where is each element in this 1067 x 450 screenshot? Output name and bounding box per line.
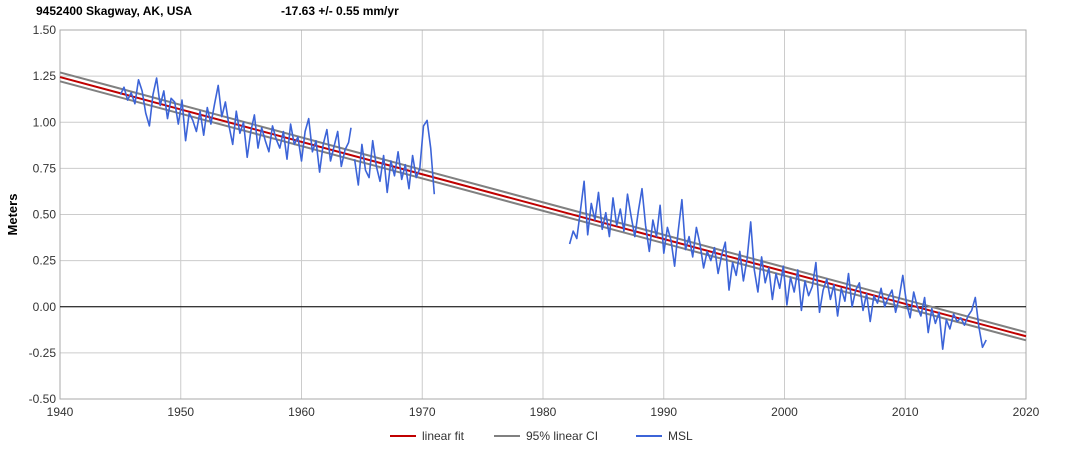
- y-tick-label: 1.25: [33, 69, 57, 83]
- x-tick-label: 2020: [1013, 405, 1040, 419]
- linear-fit-line: [59, 76, 1027, 338]
- legend-label: 95% linear CI: [526, 429, 598, 443]
- y-axis-label: Meters: [5, 194, 20, 236]
- x-tick-label: 1980: [530, 405, 557, 419]
- x-tick-label: 1950: [167, 405, 194, 419]
- y-tick-label: 0.00: [33, 300, 57, 314]
- x-tick-label: 1970: [409, 405, 436, 419]
- x-tick-label: 2000: [771, 405, 798, 419]
- x-tick-label: 1990: [650, 405, 677, 419]
- legend-label: MSL: [668, 429, 693, 443]
- y-tick-label: -0.25: [29, 346, 57, 360]
- plot-frame: [59, 29, 1027, 400]
- station-title: 9452400 Skagway, AK, USA: [36, 4, 193, 18]
- y-tick-label: 0.50: [33, 208, 57, 222]
- msl-series-line: [353, 119, 436, 195]
- chart-header: 9452400 Skagway, AK, USA -17.63 +/- 0.55…: [36, 4, 399, 24]
- y-tick-label: 1.50: [33, 23, 57, 37]
- x-tick-label: 1960: [288, 405, 315, 419]
- y-tick-label: 0.25: [33, 254, 57, 268]
- x-tick-label: 1940: [47, 405, 74, 419]
- y-tick-label: 1.00: [33, 115, 57, 129]
- legend-label: linear fit: [422, 429, 465, 443]
- trend-value: -17.63 +/- 0.55 mm/yr: [281, 4, 399, 18]
- msl-series-line: [568, 180, 987, 351]
- x-tick-label: 2010: [892, 405, 919, 419]
- legend: linear fit 95% linear CI MSL: [390, 429, 693, 443]
- y-tick-label: -0.50: [29, 392, 57, 406]
- ci-lower-line: [59, 80, 1027, 342]
- y-tick-label: 0.75: [33, 161, 57, 175]
- msl-series-line: [119, 77, 352, 173]
